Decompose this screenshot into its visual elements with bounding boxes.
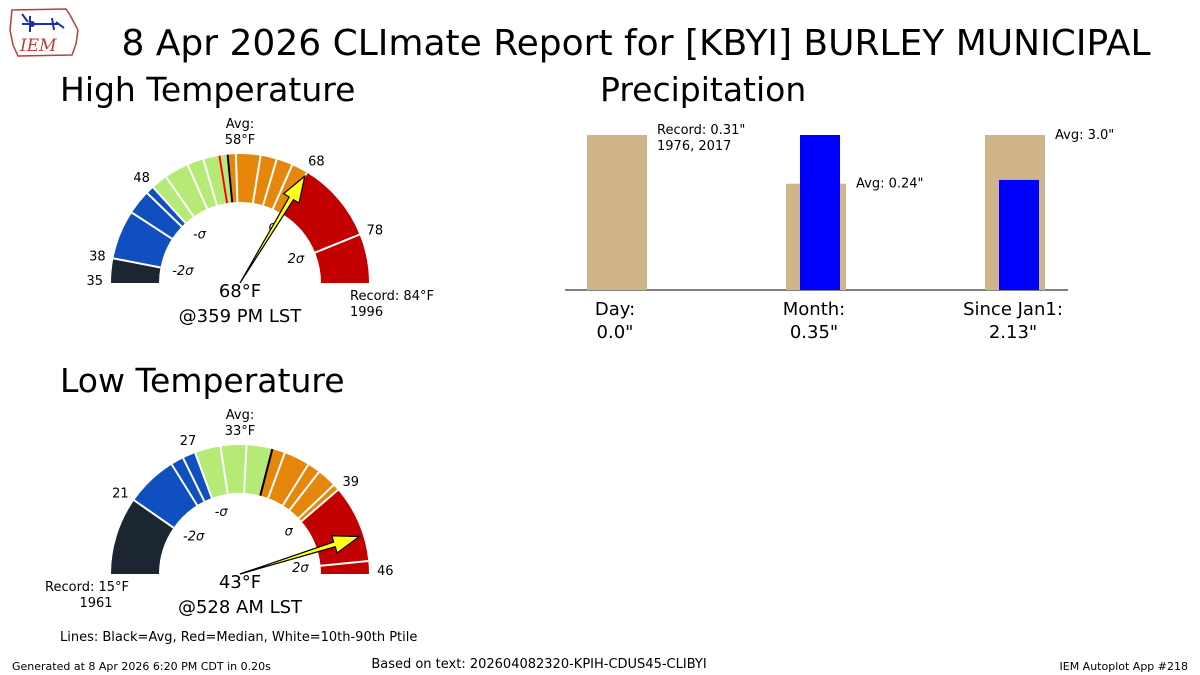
percentile-line: [202, 159, 218, 206]
percentile-line: [267, 452, 286, 499]
gauge-low-band-divider: [300, 489, 339, 522]
threshold-label: 38: [89, 250, 106, 265]
avg-value-label: 58°F: [225, 133, 256, 148]
threshold-label: 68: [308, 155, 325, 170]
threshold-label: 39: [343, 475, 360, 490]
precip-category-label: Since Jan1:: [963, 299, 1063, 320]
avg-label: Avg:: [226, 117, 254, 132]
record-year: 1961: [79, 596, 112, 611]
threshold-label: 21: [112, 486, 129, 501]
observed-time: @359 PM LST: [179, 306, 303, 327]
threshold-label: 78: [367, 223, 384, 238]
percentile-line: [219, 446, 229, 495]
gauge-low-band: [320, 560, 369, 574]
sigma-label: 2σ: [288, 252, 305, 267]
gauge-high-band-divider: [113, 257, 161, 269]
percentile-line: [234, 154, 239, 203]
gauge-high-band: [227, 154, 307, 214]
percentile-line: [165, 176, 195, 218]
percentile-line: [131, 211, 173, 240]
gauge-high-band: [315, 234, 369, 283]
precip-reference-sublabel: 1976, 2017: [657, 139, 731, 154]
threshold-label: 46: [377, 564, 394, 579]
avg-value-label: 33°F: [225, 424, 256, 439]
gauge-low-band-divider: [194, 452, 213, 499]
avg-label: Avg:: [226, 408, 254, 423]
percentile-line: [288, 471, 320, 511]
percentile-line: [243, 445, 248, 494]
gauge-needle: [239, 174, 306, 284]
precip-reference-bar: [587, 135, 647, 290]
precip-panel-title: Precipitation: [600, 70, 806, 109]
gauge-high-band-divider: [314, 233, 360, 254]
precip-observed-label: 2.13": [989, 322, 1037, 343]
low-temperature-gauge: Low Temperature 21 27 39 46 -2σ -σ σ 2σ Avg:33°F…: [45, 361, 394, 618]
median-line: [218, 155, 229, 204]
percentile-line: [186, 164, 209, 210]
footer-based-on: Based on text: 202604082320-KPIH-CDUS45-…: [371, 657, 706, 672]
footer-generated: Generated at 8 Apr 2026 6:20 PM CDT in 0…: [12, 660, 271, 673]
sigma-label: -σ: [193, 227, 207, 242]
gauge-low-band: [134, 453, 212, 528]
iem-logo: IEM: [9, 8, 79, 57]
percentile-line: [262, 159, 278, 206]
precip-category-label: Month:: [783, 299, 845, 320]
gauge-high-band: [111, 258, 161, 283]
record-year: 1996: [350, 305, 383, 320]
percentile-line: [170, 463, 199, 506]
observed-value: 43°F: [219, 572, 261, 593]
precip-observed-label: 0.0": [597, 322, 634, 343]
average-line: [259, 448, 274, 496]
gauge-high-band-divider: [152, 186, 187, 224]
record-label: Record: 15°F: [45, 580, 129, 595]
observed-value: 68°F: [219, 281, 261, 302]
page-title: 8 Apr 2026 CLImate Report for [KBYI] BUR…: [121, 23, 1150, 64]
observed-time: @528 AM LST: [178, 597, 303, 618]
low-panel-title: Low Temperature: [60, 361, 345, 400]
precipitation-chart: Precipitation Record: 0.31"1976, 2017 Day…: [565, 70, 1114, 343]
precip-reference-label: Record: 0.31": [657, 123, 745, 138]
sigma-label: -2σ: [183, 530, 205, 545]
gauge-low-band-divider: [320, 559, 369, 567]
percentile-line: [251, 155, 262, 204]
sigma-label: -2σ: [172, 264, 194, 279]
precip-reference-label: Avg: 0.24": [856, 177, 924, 192]
gauge-high-band: [153, 154, 233, 224]
percentile-line: [271, 164, 294, 210]
precip-reference-label: Avg: 3.0": [1055, 128, 1114, 143]
high-temperature-gauge: High Temperature 3538486878-2σ-σσ2σAvg:5…: [60, 70, 434, 327]
percentile-line: [146, 192, 183, 228]
precip-category-label: Day:: [595, 299, 635, 320]
gauge-high-band: [113, 187, 186, 268]
record-label: Record: 84°F: [350, 289, 434, 304]
threshold-label: 27: [180, 434, 197, 449]
sigma-label: 2σ: [292, 561, 309, 576]
average-line: [226, 154, 234, 203]
threshold-label: 48: [133, 171, 150, 186]
gauge-low-band: [195, 444, 273, 499]
threshold-label: 35: [86, 274, 103, 289]
precip-observed-bar: [800, 135, 840, 290]
precip-observed-label: 0.35": [790, 322, 838, 343]
percentile-line: [281, 463, 310, 506]
high-panel-title: High Temperature: [60, 70, 355, 109]
sigma-label: -σ: [215, 505, 229, 520]
logo-text: IEM: [19, 36, 57, 56]
footer-app: IEM Autoplot App #218: [1060, 660, 1189, 673]
sigma-label: σ: [285, 524, 294, 539]
percentile-line: [182, 457, 206, 502]
percentile-line: [298, 484, 335, 519]
gauge-low-band-divider: [133, 499, 175, 529]
legend-note: Lines: Black=Avg, Red=Median, White=10th…: [60, 630, 417, 645]
gauge-needle: [239, 535, 362, 575]
precip-observed-bar: [999, 179, 1039, 290]
gauge-low-band: [111, 500, 174, 574]
